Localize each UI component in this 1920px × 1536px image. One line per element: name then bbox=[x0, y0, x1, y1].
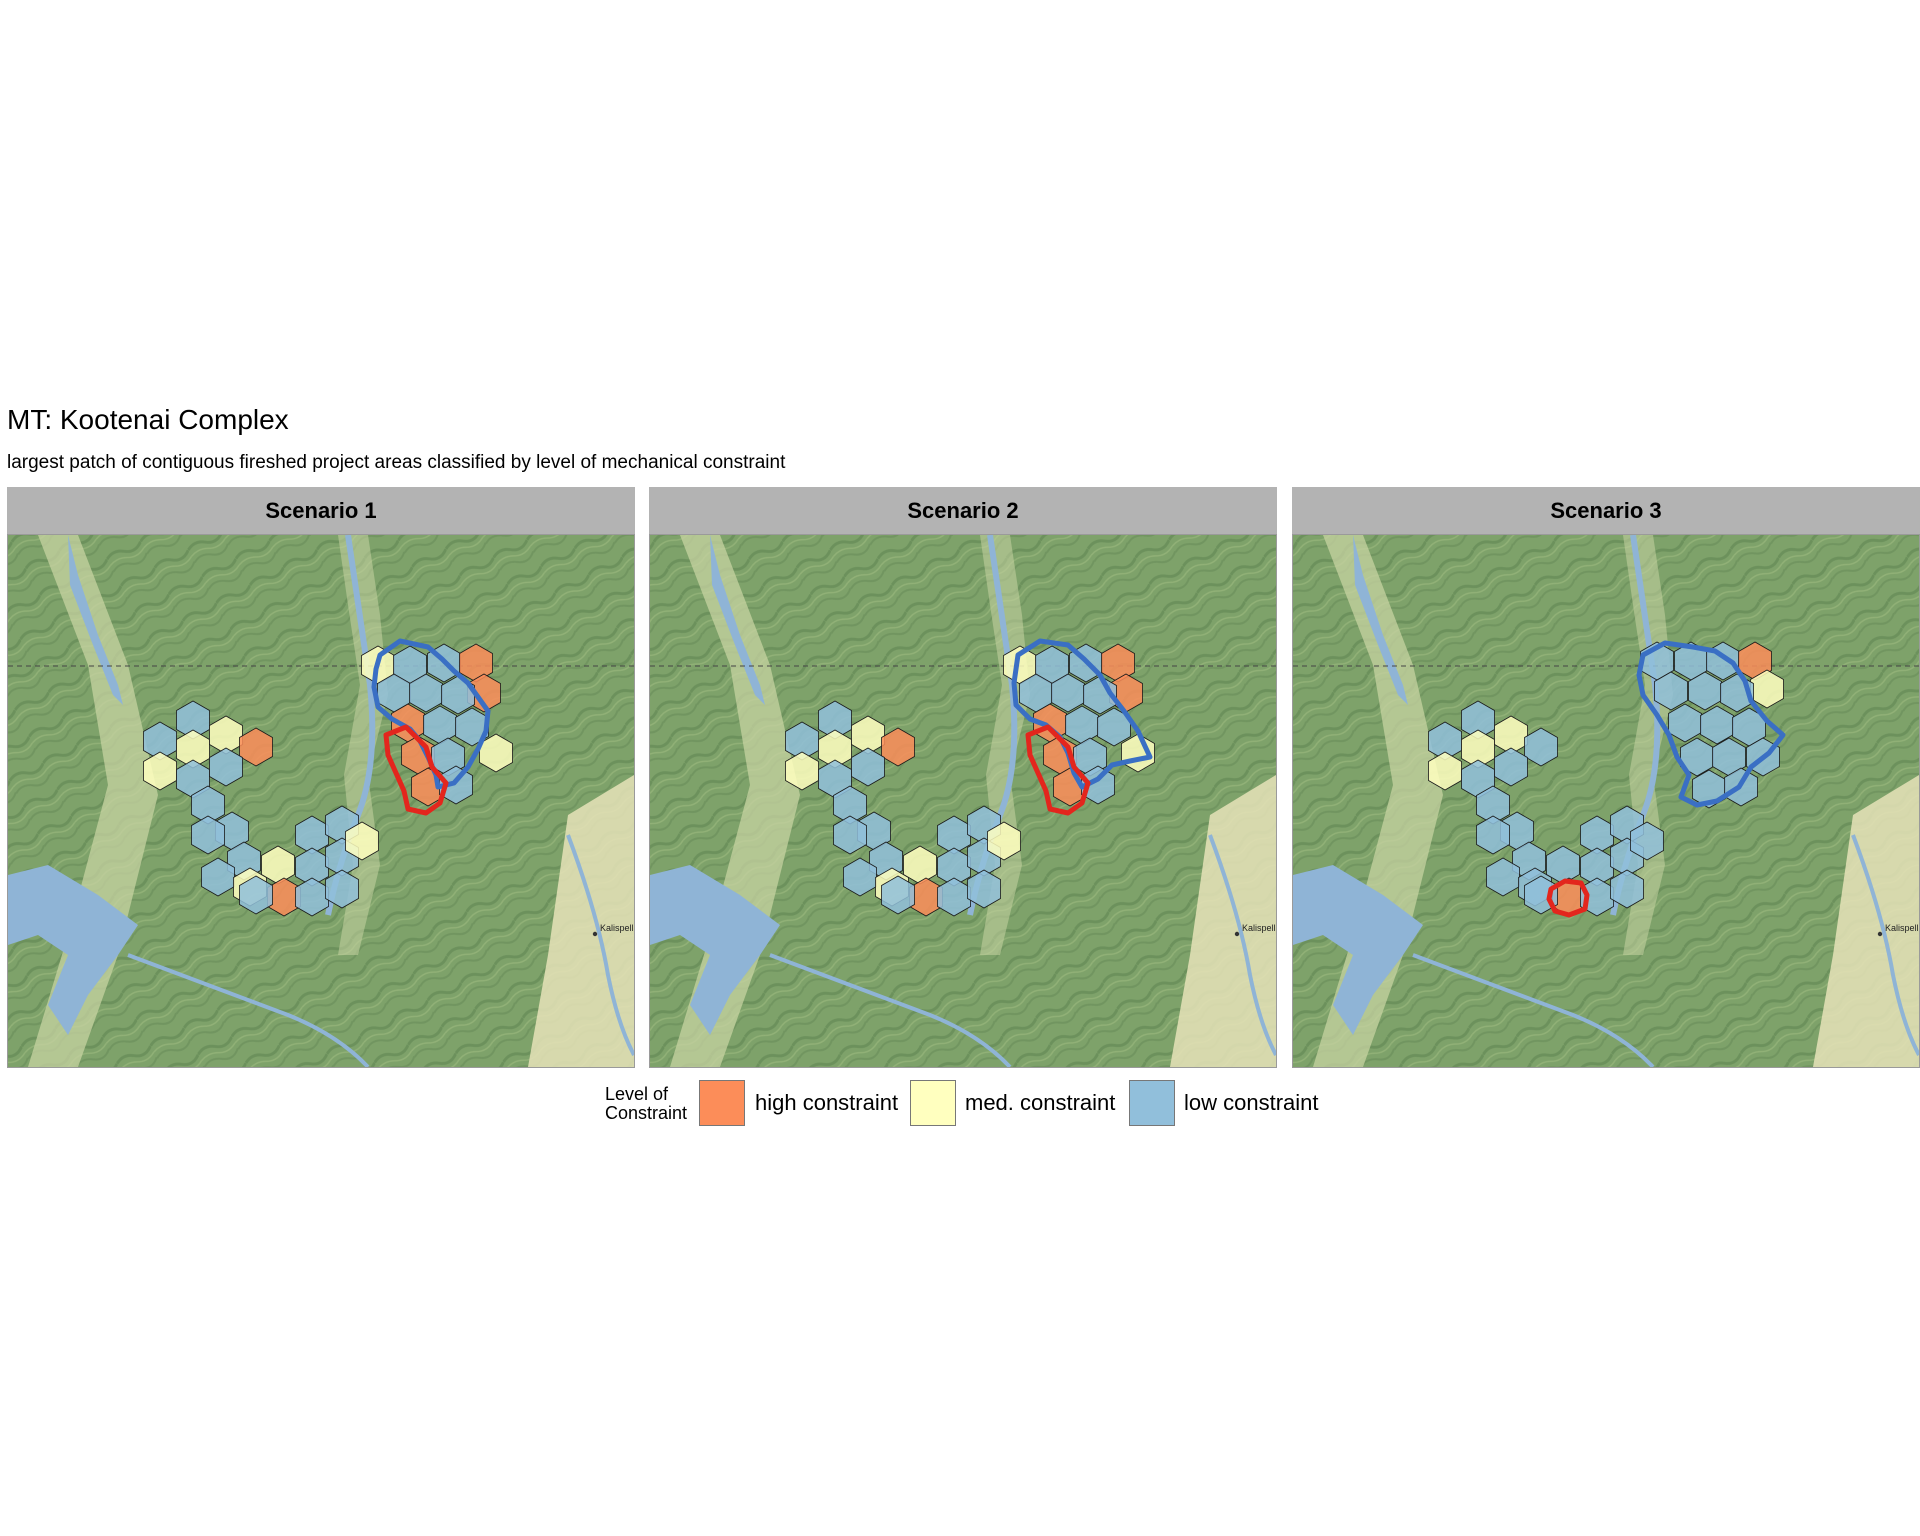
city-label: Kalispell bbox=[600, 923, 634, 933]
legend-title-line1: Level of bbox=[605, 1084, 669, 1104]
city-marker bbox=[1877, 931, 1883, 937]
project-area-cell[interactable] bbox=[1428, 751, 1462, 791]
legend-key-med bbox=[910, 1080, 956, 1126]
river bbox=[1208, 834, 1276, 1056]
project-area-cell[interactable] bbox=[851, 747, 885, 787]
largest-patch-high-outline[interactable] bbox=[383, 724, 449, 816]
map-svg-scenario-3: Kalispell bbox=[1293, 535, 1919, 1067]
valley-lowland bbox=[1813, 775, 1919, 1067]
largest-patch-high-outline[interactable] bbox=[1546, 878, 1590, 918]
panel-strip-label: Scenario 2 bbox=[649, 487, 1277, 534]
project-area-cell[interactable] bbox=[191, 815, 225, 855]
valley-lowland bbox=[1170, 775, 1276, 1067]
legend-label-low: low constraint bbox=[1184, 1090, 1319, 1115]
legend-title: Level of Constraint bbox=[605, 1085, 695, 1123]
project-area-cell[interactable] bbox=[1524, 727, 1558, 767]
project-area-cell[interactable] bbox=[345, 821, 379, 861]
valley-lowland bbox=[670, 535, 800, 1067]
page-subtitle: largest patch of contiguous fireshed pro… bbox=[7, 452, 786, 473]
project-area-cell[interactable] bbox=[987, 821, 1021, 861]
project-area-cell[interactable] bbox=[143, 751, 177, 791]
largest-patch-low-outline[interactable] bbox=[1011, 638, 1153, 790]
largest-patch-low-outline[interactable] bbox=[371, 638, 491, 790]
project-area-cell[interactable] bbox=[409, 673, 443, 713]
lake bbox=[1293, 865, 1423, 1035]
map-svg-scenario-1: Kalispell bbox=[8, 535, 634, 1067]
legend-key-high bbox=[699, 1080, 745, 1126]
river bbox=[769, 953, 1012, 1067]
largest-patch-high-outline[interactable] bbox=[1025, 724, 1091, 816]
project-area-cell[interactable] bbox=[209, 747, 243, 787]
project-area-cell[interactable] bbox=[441, 675, 475, 715]
project-area-cells bbox=[143, 643, 513, 917]
map-panel-scenario-1: Scenario 1 Kalispell bbox=[7, 487, 635, 1068]
project-area-cell[interactable] bbox=[1668, 703, 1702, 743]
project-area-cell[interactable] bbox=[201, 857, 235, 897]
page-title: MT: Kootenai Complex bbox=[7, 404, 289, 435]
map-canvas[interactable]: Kalispell bbox=[1292, 534, 1920, 1068]
project-area-cell[interactable] bbox=[1630, 821, 1664, 861]
city-label: Kalispell bbox=[1885, 923, 1919, 933]
river bbox=[1851, 834, 1919, 1056]
project-area-cell[interactable] bbox=[785, 751, 819, 791]
city-marker bbox=[1234, 931, 1240, 937]
project-area-cell[interactable] bbox=[239, 727, 273, 767]
lake bbox=[710, 535, 765, 705]
lake bbox=[1353, 535, 1408, 705]
project-area-cell[interactable] bbox=[881, 727, 915, 767]
project-area-cell[interactable] bbox=[1486, 857, 1520, 897]
panel-strip-label: Scenario 1 bbox=[7, 487, 635, 534]
panel-strip-label: Scenario 3 bbox=[1292, 487, 1920, 534]
valley-lowland bbox=[528, 775, 634, 1067]
map-canvas[interactable]: Kalispell bbox=[7, 534, 635, 1068]
lake bbox=[8, 865, 138, 1035]
lake bbox=[650, 865, 780, 1035]
largest-patch-low-outline[interactable] bbox=[1636, 640, 1786, 808]
project-area-cell[interactable] bbox=[1750, 669, 1784, 709]
legend-label-med: med. constraint bbox=[965, 1090, 1116, 1115]
project-area-cell[interactable] bbox=[1476, 815, 1510, 855]
project-area-cells bbox=[785, 643, 1155, 917]
river bbox=[127, 953, 370, 1067]
legend-key-low bbox=[1129, 1080, 1175, 1126]
project-area-cell[interactable] bbox=[325, 869, 359, 909]
project-area-cell[interactable] bbox=[833, 815, 867, 855]
valley-lowland bbox=[1313, 535, 1443, 1067]
project-area-cell[interactable] bbox=[239, 875, 273, 915]
city-label: Kalispell bbox=[1242, 923, 1276, 933]
project-area-cell[interactable] bbox=[967, 869, 1001, 909]
city-marker bbox=[592, 931, 598, 937]
legend-label-high: high constraint bbox=[755, 1090, 899, 1115]
project-area-cell[interactable] bbox=[1494, 747, 1528, 787]
project-area-cell[interactable] bbox=[843, 857, 877, 897]
valley-lowland bbox=[28, 535, 158, 1067]
project-area-cell[interactable] bbox=[1051, 673, 1085, 713]
legend-title-line2: Constraint bbox=[605, 1103, 688, 1123]
map-canvas[interactable]: Kalispell bbox=[649, 534, 1277, 1068]
project-area-cell[interactable] bbox=[1610, 869, 1644, 909]
lake bbox=[68, 535, 123, 705]
project-area-cell[interactable] bbox=[1654, 671, 1688, 711]
river bbox=[566, 834, 634, 1056]
river bbox=[1412, 953, 1655, 1067]
map-svg-scenario-2: Kalispell bbox=[650, 535, 1276, 1067]
project-area-cells bbox=[1428, 641, 1784, 917]
project-area-cell[interactable] bbox=[881, 875, 915, 915]
project-area-cell[interactable] bbox=[1700, 705, 1734, 745]
map-panel-scenario-2: Scenario 2 Kalispell bbox=[649, 487, 1277, 1068]
map-panel-scenario-3: Scenario 3 Kalispell bbox=[1292, 487, 1920, 1068]
project-area-cell[interactable] bbox=[1688, 671, 1722, 711]
